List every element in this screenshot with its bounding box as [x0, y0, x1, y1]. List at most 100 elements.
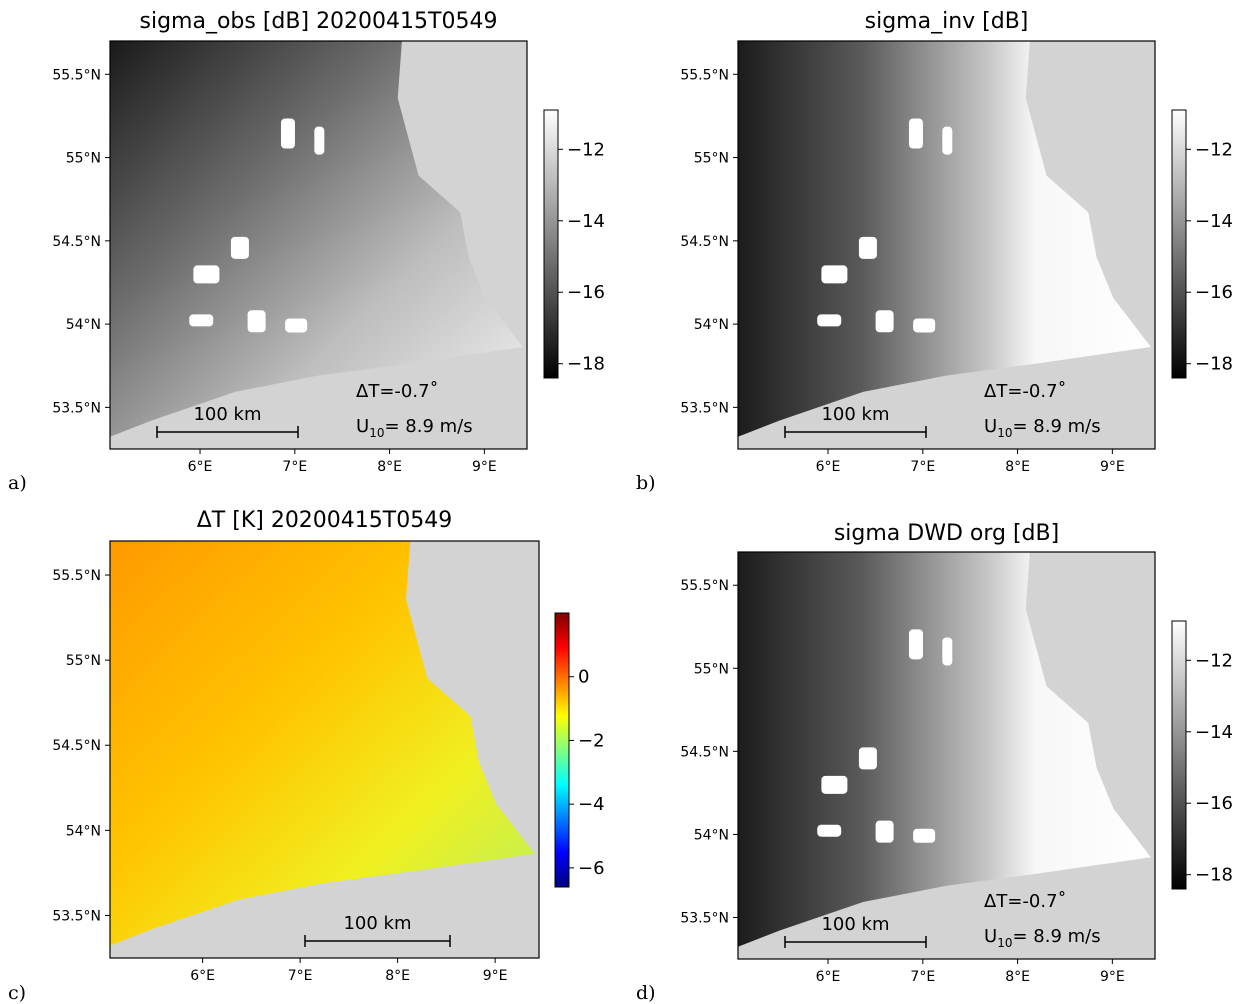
windfarm-mask — [875, 310, 894, 333]
axes-frame — [109, 40, 528, 450]
windfarm-mask — [942, 637, 953, 666]
delta-t-annotation: ΔT=-0.7˚ — [984, 381, 1067, 402]
y-tick-label: 55°N — [66, 653, 101, 669]
colorbar-tick-label: −18 — [1195, 354, 1233, 375]
x-tick-label: 8°E — [385, 968, 410, 984]
panel-label: b) — [636, 472, 656, 494]
colorbar-tick-label: −16 — [1195, 793, 1233, 814]
panel-label: c) — [8, 982, 26, 1004]
x-tick-label: 9°E — [1100, 969, 1125, 985]
windfarm-mask — [285, 318, 308, 333]
y-tick-label: 55.5°N — [52, 67, 101, 83]
x-tick-label: 7°E — [282, 459, 307, 475]
x-tick-label: 6°E — [190, 968, 215, 984]
panel-label: a) — [8, 472, 27, 494]
y-tick-label: 54.5°N — [680, 234, 729, 250]
x-tick-label: 6°E — [816, 459, 841, 475]
x-tick-label: 6°E — [816, 969, 841, 985]
windfarm-mask — [913, 828, 936, 843]
y-tick-label: 54°N — [66, 317, 101, 333]
colorbar — [1171, 620, 1187, 890]
delta-t-annotation: ΔT=-0.7˚ — [356, 381, 439, 402]
panel-label: d) — [636, 982, 656, 1004]
delta-t-annotation: ΔT=-0.7˚ — [984, 891, 1067, 912]
windfarm-mask — [942, 126, 953, 155]
panel-b: 6°E 7°E 8°E 9°E 55.5°N 55°N 54.5°N 54°N 53.5°N si… — [636, 9, 1233, 494]
windfarm-mask — [193, 265, 220, 284]
colorbar-tick-label: −14 — [1195, 211, 1233, 232]
wind-speed-annotation: U10= 8.9 m/s — [356, 416, 473, 440]
windfarm-mask — [189, 314, 214, 327]
x-tick-label: 6°E — [188, 459, 213, 475]
scalebar-label: 100 km — [343, 913, 411, 934]
colorbar-tick-label: 0 — [578, 667, 589, 688]
axes-frame — [737, 551, 1156, 960]
y-tick-label: 54°N — [694, 317, 729, 333]
sea-field — [738, 41, 1151, 437]
y-tick-label: 53.5°N — [52, 400, 101, 416]
colorbar-tick-label: −2 — [578, 730, 605, 751]
panel-c: 6°E 7°E 8°E 9°E 55.5°N 55°N 54.5°N 54°N 53.5°N ΔT… — [8, 508, 605, 1004]
y-tick-label: 53.5°N — [52, 908, 101, 924]
axes-frame — [109, 540, 540, 959]
windfarm-mask — [817, 314, 842, 327]
wind-speed-annotation: U10= 8.9 m/s — [984, 926, 1101, 950]
x-tick-label: 9°E — [1100, 459, 1125, 475]
windfarm-mask — [314, 126, 325, 155]
y-tick-label: 54.5°N — [680, 744, 729, 760]
axes-frame — [737, 40, 1156, 450]
colorbar-tick-label: −14 — [567, 211, 605, 232]
panel-title: sigma DWD org [dB] — [834, 521, 1059, 546]
y-tick-label: 55.5°N — [52, 568, 101, 584]
windfarm-mask — [875, 820, 894, 843]
y-tick-label: 55.5°N — [680, 578, 729, 594]
windfarm-mask — [230, 236, 249, 259]
y-tick-label: 55.5°N — [680, 67, 729, 83]
windfarm-mask — [908, 629, 923, 660]
x-tick-label: 7°E — [288, 968, 313, 984]
windfarm-mask — [858, 236, 877, 259]
colorbar-tick-label: −12 — [567, 139, 605, 160]
panel-a: 6°E 7°E 8°E 9°E 55.5°N 55°N 54.5°N 54°N 53.5°N si… — [8, 9, 605, 494]
colorbar-tick-label: −14 — [1195, 722, 1233, 743]
panel-title: sigma_obs [dB] 20200415T0549 — [140, 9, 498, 34]
y-tick-label: 54.5°N — [52, 738, 101, 754]
y-tick-label: 54°N — [66, 823, 101, 839]
colorbar-tick-label: −18 — [567, 354, 605, 375]
colorbar — [554, 612, 570, 888]
colorbar-tick-label: −16 — [567, 282, 605, 303]
y-tick-label: 55°N — [694, 151, 729, 167]
sea-field — [110, 541, 535, 946]
y-tick-label: 55°N — [66, 151, 101, 167]
y-tick-label: 54°N — [694, 827, 729, 843]
windfarm-mask — [908, 118, 923, 149]
colorbar-tick-label: −4 — [578, 794, 605, 815]
scalebar-label: 100 km — [821, 404, 889, 425]
y-tick-label: 53.5°N — [680, 910, 729, 926]
y-tick-label: 53.5°N — [680, 400, 729, 416]
x-tick-label: 8°E — [377, 459, 402, 475]
x-tick-label: 7°E — [910, 459, 935, 475]
colorbar-tick-label: −16 — [1195, 282, 1233, 303]
x-tick-label: 8°E — [1005, 459, 1030, 475]
x-tick-label: 9°E — [472, 459, 497, 475]
windfarm-mask — [821, 775, 848, 794]
panel-title: ΔT [K] 20200415T0549 — [197, 508, 452, 533]
colorbar — [1171, 109, 1187, 379]
panel-d: 6°E 7°E 8°E 9°E 55.5°N 55°N 54.5°N 54°N 53.5°N si… — [636, 521, 1233, 1004]
windfarm-mask — [821, 265, 848, 284]
x-tick-label: 7°E — [910, 969, 935, 985]
panel-title: sigma_inv [dB] — [865, 9, 1029, 34]
windfarm-mask — [913, 318, 936, 333]
colorbar-tick-label: −12 — [1195, 650, 1233, 671]
scalebar-label: 100 km — [821, 914, 889, 935]
windfarm-mask — [280, 118, 295, 149]
x-tick-label: 8°E — [1005, 969, 1030, 985]
windfarm-mask — [247, 310, 266, 333]
windfarm-mask — [817, 824, 842, 837]
scalebar-label: 100 km — [193, 404, 261, 425]
colorbar-tick-label: −12 — [1195, 139, 1233, 160]
colorbar — [543, 109, 559, 379]
sea-field — [738, 552, 1151, 947]
